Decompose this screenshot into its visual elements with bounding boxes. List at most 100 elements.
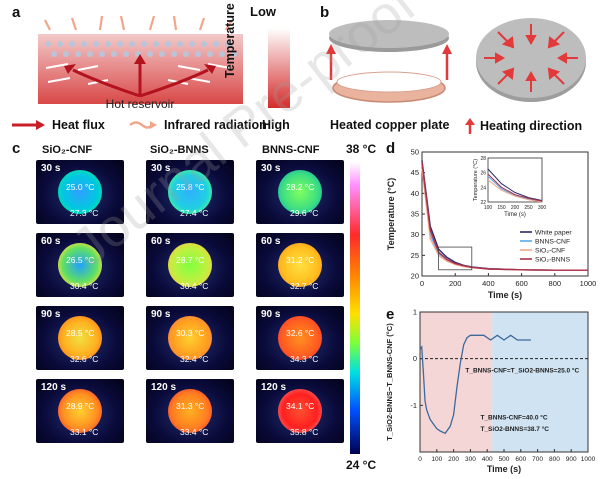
inset-series-line-2 xyxy=(487,179,543,203)
plate-legend: Heated copper plate xyxy=(330,118,450,132)
colorbar-max-label: 38 °C xyxy=(346,142,377,156)
y-tick-label: 40 xyxy=(411,189,419,198)
annotation-sio2-temp: T_SiO2-BNNS=38.7 °C xyxy=(480,425,549,433)
time-label: 60 s xyxy=(261,236,281,247)
column-title-1: SiO₂-CNF xyxy=(42,144,93,156)
thermal-image: 120 s 31.3 °C 33.4 °C xyxy=(146,379,234,443)
x-tick-label: 900 xyxy=(566,456,577,463)
edge-temperature: 27.3 °C xyxy=(70,208,99,218)
colorbar xyxy=(350,162,360,454)
edge-temperature: 35.8 °C xyxy=(290,427,319,437)
y-tick-label: 45 xyxy=(411,168,419,177)
panel-a-label: a xyxy=(12,4,21,21)
x-tick-label: 800 xyxy=(549,279,562,288)
x-axis-label: Time (s) xyxy=(487,464,521,474)
time-label: 30 s xyxy=(261,163,281,174)
panel-e-label: e xyxy=(386,306,395,323)
legend-entry: BNNS-CNF xyxy=(535,239,570,246)
legend-entry: White paper xyxy=(535,230,572,237)
y-tick-label: 35 xyxy=(411,210,419,219)
sample-disk xyxy=(58,316,102,360)
chart-e: 0 100 200 300 400 500 600 700 800 900 1000 -1 0 1 Time… xyxy=(385,308,596,475)
sample-disk xyxy=(168,389,212,433)
edge-temperature: 30.4 °C xyxy=(180,281,209,291)
y-tick-label: -1 xyxy=(410,401,417,410)
temp-high-label: High xyxy=(262,118,290,132)
x-tick-label: 400 xyxy=(482,456,493,463)
sample-disk xyxy=(278,243,322,287)
time-label: 90 s xyxy=(151,309,171,320)
center-temperature: 31.3 °C xyxy=(176,401,205,411)
heat-flux-legend: Heat flux xyxy=(10,118,105,132)
center-temperature: 34.1 °C xyxy=(286,401,315,411)
inset-y-axis-label: Temperature (°C) xyxy=(473,159,479,201)
center-temperature: 25.8 °C xyxy=(176,182,205,192)
thermal-image: 90 s 30.3 °C 32.4 °C xyxy=(146,306,234,370)
difference-line xyxy=(419,334,531,435)
temperature-axis-label: Temperature xyxy=(223,3,237,78)
edge-temperature: 32.7 °C xyxy=(290,281,319,291)
panel-d-label: d xyxy=(386,140,396,157)
infrared-arrow-icon xyxy=(129,121,157,129)
y-tick-label: 20 xyxy=(411,272,419,281)
time-label: 90 s xyxy=(41,309,61,320)
temp-low-label: Low xyxy=(250,4,276,19)
temperature-gradient-bar xyxy=(268,28,290,108)
sample-disk xyxy=(58,243,102,287)
thermal-image: 30 s 25.0 °C 27.3 °C xyxy=(36,160,124,224)
y-tick-label: 30 xyxy=(411,230,419,239)
inset-x-tick-label: 250 xyxy=(524,205,533,211)
sample-disk xyxy=(58,389,102,433)
x-tick-label: 600 xyxy=(515,456,526,463)
chart-d: 0 200 400 600 800 1000 20 25 30 35 40 45 50 Time (s) T… xyxy=(386,148,596,301)
center-temperature: 28.5 °C xyxy=(66,328,95,338)
time-label: 120 s xyxy=(41,382,67,393)
y-axis-label: T_SiO2-BNNS−T_BNNS-CNF (°C) xyxy=(385,323,394,441)
sample-disk xyxy=(168,316,212,360)
x-tick-label: 500 xyxy=(499,456,510,463)
sample-disk xyxy=(278,389,322,433)
x-tick-label: 0 xyxy=(420,279,424,288)
edge-temperature: 32.4 °C xyxy=(180,354,209,364)
legend-entry: SiO₂-BNNS xyxy=(535,257,571,264)
panel-a-schematic: Hot reservoir xyxy=(38,15,290,111)
inset-x-axis-label: Time (s) xyxy=(504,212,526,218)
x-tick-label: 200 xyxy=(449,279,462,288)
edge-temperature: 30.4 °C xyxy=(70,281,99,291)
sample-disk xyxy=(278,316,322,360)
heating-direction-arrow-icon xyxy=(465,118,475,134)
thermal-image: 120 s 34.1 °C 35.8 °C xyxy=(256,379,344,443)
time-label: 90 s xyxy=(261,309,281,320)
panel-b-label: b xyxy=(320,4,330,21)
x-tick-label: 100 xyxy=(431,456,442,463)
infrared-legend: Infrared radiation xyxy=(128,118,267,132)
center-temperature: 31.2 °C xyxy=(286,255,315,265)
x-tick-label: 300 xyxy=(465,456,476,463)
thermal-image: 60 s 31.2 °C 32.7 °C xyxy=(256,233,344,297)
inset-x-tick-label: 150 xyxy=(497,205,506,211)
center-temperature: 32.6 °C xyxy=(286,328,315,338)
sample-disk xyxy=(168,243,212,287)
colorbar-min-label: 24 °C xyxy=(346,458,377,472)
time-label: 120 s xyxy=(261,382,287,393)
thermal-image: 90 s 28.5 °C 32.6 °C xyxy=(36,306,124,370)
y-axis-label: Temperature (°C) xyxy=(386,178,396,250)
center-temperature: 28.7 °C xyxy=(176,255,205,265)
annotation-equal-temp: T_BNNS-CNF=T_SiO2-BNNS=25.0 °C xyxy=(465,367,579,375)
y-tick-label: 0 xyxy=(413,354,417,363)
hot-reservoir-text: Hot reservoir xyxy=(106,97,175,111)
inset-y-tick-label: 28 xyxy=(480,156,486,162)
inset-x-tick-label: 300 xyxy=(538,205,547,211)
panel-b-schematic xyxy=(326,18,586,103)
cooling-region xyxy=(492,312,588,452)
x-axis-label: Time (s) xyxy=(488,290,522,300)
panel-c-label: c xyxy=(12,140,21,157)
center-temperature: 25.0 °C xyxy=(66,182,95,192)
x-tick-label: 1000 xyxy=(581,456,596,463)
inset-series-line-1 xyxy=(487,175,543,202)
inset-x-tick-label: 200 xyxy=(511,205,520,211)
time-label: 60 s xyxy=(41,236,61,247)
center-temperature: 30.3 °C xyxy=(176,328,205,338)
edge-temperature: 33.1 °C xyxy=(70,427,99,437)
time-label: 30 s xyxy=(41,163,61,174)
